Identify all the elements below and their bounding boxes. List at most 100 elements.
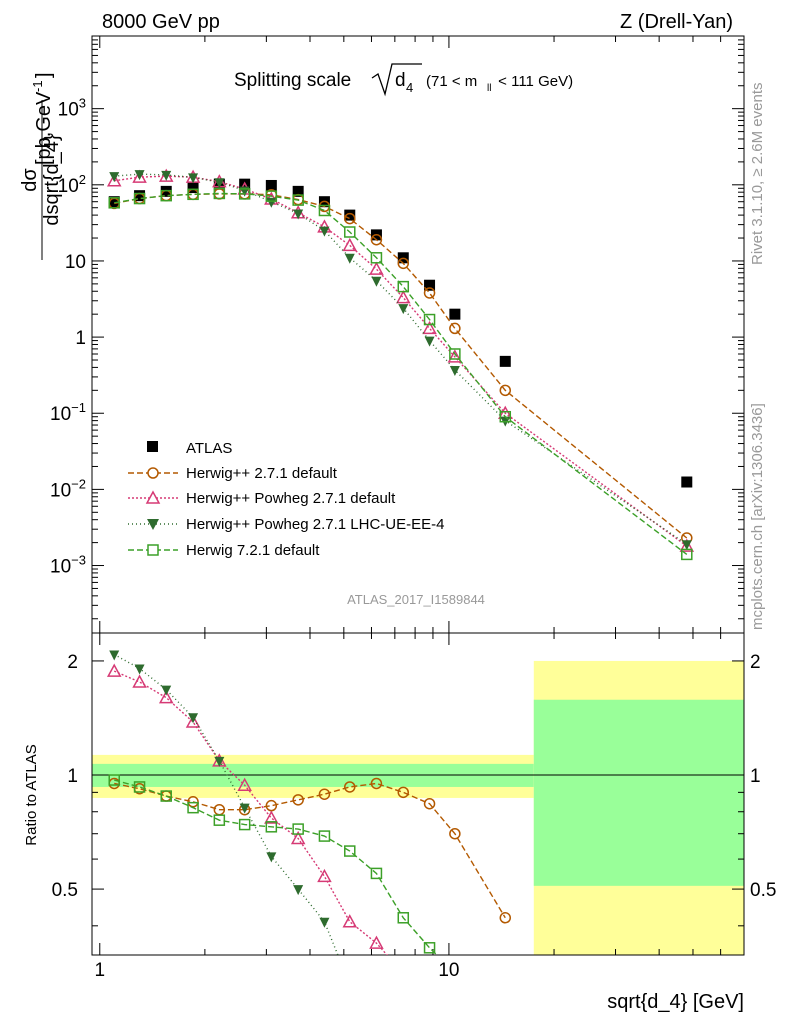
ylabel-unit: [pb,GeV [33, 91, 55, 165]
ratio-ytick-label-right: 0.5 [750, 880, 776, 901]
data-point-0 [449, 308, 461, 320]
ratio-point-3 [108, 774, 120, 786]
sqrt-symbol [371, 63, 422, 97]
legend-label: Herwig++ Powheg 2.7.1 LHC-UE-EE-4 [186, 516, 444, 533]
title-cut-end: < 111 GeV) [494, 73, 573, 90]
ratio-uncertainty-bands [92, 660, 744, 955]
legend-item-herwig7: Herwig 7.2.1 default [128, 542, 320, 559]
data-point-1 [397, 257, 410, 270]
rivet-label: Rivet 3.1.10, ≥ 2.6M events [749, 83, 766, 266]
ratio-ytick-label: 0.5 [52, 880, 78, 901]
data-point-0 [681, 476, 693, 488]
legend-marker [147, 544, 159, 556]
data-point-1 [370, 233, 383, 246]
ratio-point-0 [370, 777, 383, 790]
data-point-1 [449, 322, 461, 335]
main-ytick-label: 103 [58, 96, 86, 121]
ratio-point-1 [290, 830, 306, 845]
ratio-point-0 [423, 797, 436, 810]
ylabel-unit-sup: -1 [30, 80, 45, 92]
ratio-point-2 [266, 852, 277, 863]
axes-frames [91, 35, 745, 956]
header-left: 8000 GeV pp [102, 11, 220, 33]
ratio-point-3 [318, 830, 331, 842]
data-point-3 [109, 172, 120, 183]
ratio-point-3 [265, 821, 278, 833]
ratio-tick-labels: 0.5 0.5 1 1 2 2 1 10 [52, 652, 777, 981]
ratio-point-3 [213, 814, 226, 826]
legend-item-atlas: ATLAS [147, 440, 232, 457]
data-point-4 [160, 189, 172, 202]
ratio-y-label: Ratio to ATLAS [23, 744, 40, 845]
ylabel-unit-end: ] [33, 72, 55, 78]
data-point-4 [292, 194, 304, 206]
ratio-line-3 [114, 779, 438, 955]
ratio-point-0 [449, 827, 461, 840]
ratio-ytick-label: 2 [67, 652, 78, 673]
ratio-point-3 [423, 942, 436, 954]
data-point-4 [681, 548, 693, 561]
data-point-0 [292, 185, 304, 197]
data-point-3 [424, 336, 435, 347]
ratio-point-2 [239, 803, 250, 814]
legend-item-powheg-ue: Herwig++ Powheg 2.7.1 LHC-UE-EE-4 [128, 516, 444, 533]
data-point-3 [161, 170, 172, 181]
header-right: Z (Drell-Yan) [620, 11, 733, 33]
ratio-point-0 [344, 781, 356, 793]
data-point-2 [369, 261, 384, 275]
ratio-point-3 [397, 912, 410, 924]
ratio-point-1 [369, 935, 384, 949]
ratio-point-2 [188, 713, 199, 724]
main-ytick-label: 10−3 [50, 553, 86, 578]
data-point-4 [108, 197, 120, 209]
main-ytick-label: 1 [75, 328, 86, 349]
title-root: d [395, 70, 406, 91]
data-point-3 [449, 365, 460, 376]
data-point-0 [134, 190, 146, 202]
data-point-4 [397, 280, 410, 293]
ratio-point-1 [158, 690, 174, 704]
ylabel-numerator: dσ [19, 168, 41, 192]
data-point-4 [133, 192, 146, 205]
data-point-2 [447, 349, 463, 363]
ratio-curves-clipped [106, 650, 512, 955]
ratio-point-2 [161, 685, 172, 696]
ratio-point-3 [160, 790, 172, 802]
x-axis-label: sqrt{d_4} [GeV] [607, 991, 744, 1013]
data-point-1 [423, 287, 436, 299]
ratio-point-2 [134, 664, 145, 675]
data-point-0 [187, 182, 199, 194]
data-point-4 [370, 252, 383, 264]
legend-label: ATLAS [186, 440, 232, 457]
data-point-2 [396, 290, 411, 304]
ratio-point-1 [342, 914, 358, 928]
ratio-point-0 [499, 912, 512, 924]
title-cut: (71 < m [426, 73, 477, 90]
ratio-point-1 [185, 714, 201, 728]
ratio-point-2 [214, 756, 225, 767]
y-axis-unit: [pb,GeV -1 ] [30, 72, 55, 165]
main-ytick-label: 10−1 [50, 400, 86, 425]
ratio-point-3 [187, 801, 199, 814]
ratio-point-3 [238, 818, 251, 831]
legend-label: Herwig++ 2.7.1 default [186, 465, 338, 482]
ratio-point-3 [370, 867, 383, 880]
data-point-4 [265, 190, 278, 202]
ratio-point-0 [397, 786, 410, 799]
data-point-3 [214, 178, 225, 189]
x-tick-label: 10 [438, 960, 459, 981]
legend-label: Herwig 7.2.1 default [186, 542, 320, 559]
data-point-4 [344, 226, 356, 238]
ratio-point-0 [318, 788, 331, 800]
data-point-2 [422, 320, 437, 335]
ratio-ytick-label: 1 [67, 766, 78, 787]
data-point-3 [371, 276, 382, 287]
ratio-point-2 [109, 650, 120, 661]
legend-item-herwigpp: Herwig++ 2.7.1 default [128, 465, 338, 482]
data-point-0 [108, 196, 120, 208]
ratio-point-0 [187, 796, 199, 808]
legend-label: Herwig++ Powheg 2.7.1 default [186, 490, 396, 507]
ratio-point-3 [292, 823, 304, 835]
legend-marker [147, 441, 158, 452]
data-point-3 [188, 173, 199, 184]
